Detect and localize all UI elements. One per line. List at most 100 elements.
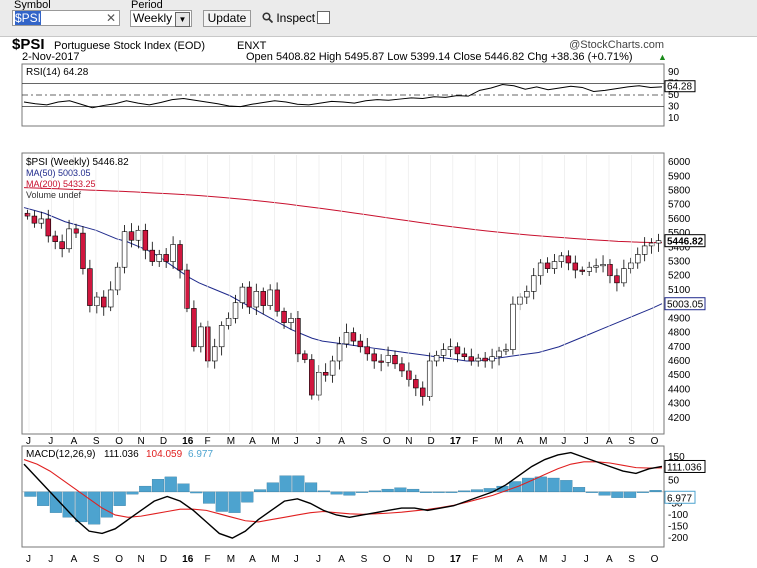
candle-body	[31, 215, 38, 224]
candle-body	[128, 231, 135, 241]
macd-histogram-bar	[356, 491, 369, 493]
ma200-legend: MA(200) 5433.25	[26, 179, 96, 189]
x-tick-label: A	[338, 554, 345, 565]
candle-body	[24, 212, 31, 217]
macd-histogram-bar	[624, 491, 637, 498]
candle-body	[94, 296, 100, 306]
candle-body	[329, 360, 336, 376]
macd-histogram-bar	[573, 487, 586, 493]
x-tick-label: J	[48, 436, 53, 447]
candle-body	[378, 360, 384, 363]
candle-body	[232, 302, 239, 319]
macd-histogram-bar	[547, 477, 560, 493]
rsi-panel	[21, 63, 665, 127]
macd-histogram-bar	[24, 491, 37, 497]
candle-body	[38, 218, 45, 224]
rsi-tick-label: 90	[668, 67, 680, 78]
candle-body	[191, 308, 197, 348]
candle-body	[357, 340, 364, 348]
candle-body	[59, 241, 65, 250]
candle-body	[267, 289, 273, 306]
price-tick-label: 5900	[668, 171, 691, 182]
price-tick-label: 4500	[668, 370, 691, 381]
macd-histogram-bar	[317, 490, 330, 493]
period-label: Period	[131, 0, 163, 11]
macd-histogram-bar	[611, 491, 624, 498]
candle-body	[447, 346, 454, 350]
inspect-checkbox[interactable]	[317, 11, 331, 24]
candle-body	[426, 360, 433, 397]
ma200-line	[23, 187, 663, 244]
price-tick-label: 6000	[668, 157, 691, 168]
update-button[interactable]: Update	[203, 10, 251, 27]
candle-body	[87, 268, 93, 306]
candle-body	[205, 326, 211, 362]
candle-body	[579, 269, 585, 272]
x-tick-label: S	[361, 554, 368, 565]
macd-value-badge	[664, 459, 706, 473]
x-tick-label: 17	[450, 554, 462, 565]
price-tick-label: 5800	[668, 186, 691, 197]
x-tick-label: O	[651, 436, 659, 447]
ma50-badge	[664, 297, 706, 311]
candle-body	[600, 264, 606, 267]
price-layer: 6000 5900 5800 5700 5600 5500 5400 5300 5200 5100…	[23, 157, 706, 424]
x-tick-label: J	[561, 436, 566, 447]
inspect-toggle[interactable]: Inspect	[262, 11, 331, 25]
candle-body	[260, 291, 266, 306]
rsi-tick-label: 10	[668, 113, 680, 124]
macd-badge-label: 111.036	[667, 462, 702, 473]
change-arrow: ▲	[658, 52, 667, 62]
period-select[interactable]: Weekly ▼	[130, 10, 192, 27]
x-tick-label: D	[160, 436, 167, 447]
x-tick-label: 17	[450, 436, 462, 447]
rsi-series-line	[23, 84, 663, 109]
price-tick-label: 5300	[668, 257, 691, 268]
candle-body	[489, 356, 495, 362]
candle-body	[170, 244, 176, 262]
x-tick-label: N	[405, 436, 412, 447]
candle-body	[586, 266, 592, 272]
chart-ohlc: Open 5408.82 High 5495.87 Low 5399.14 Cl…	[246, 51, 633, 63]
candle-body	[635, 254, 641, 264]
candle-body	[420, 387, 426, 397]
candle-body	[274, 289, 280, 312]
candle-body	[572, 262, 579, 271]
candle-body	[510, 303, 516, 350]
candle-body	[496, 350, 502, 358]
candle-body	[440, 349, 447, 356]
candle-body	[385, 354, 391, 363]
x-tick-label: A	[249, 436, 256, 447]
candle-body	[530, 275, 537, 292]
macd-histogram-bar	[279, 475, 292, 493]
macd-histogram-bar	[419, 491, 432, 493]
macd-histogram-bar	[292, 475, 305, 493]
candle-body	[343, 332, 350, 345]
x-tick-label: J	[316, 554, 321, 565]
clear-icon[interactable]: ✕	[106, 11, 117, 25]
x-tick-label: S	[361, 436, 368, 447]
candle-body	[558, 255, 565, 262]
macd-histogram-bar	[305, 482, 318, 493]
macd-histogram-bar	[177, 483, 190, 493]
candle-body	[156, 254, 162, 262]
symbol-input[interactable]: $PSI	[12, 10, 120, 26]
price-tick-label: 4800	[668, 328, 691, 339]
candle-body	[101, 296, 107, 308]
candle-body	[614, 275, 620, 284]
candle-body	[295, 318, 301, 355]
candle-body	[350, 332, 357, 342]
price-title: $PSI (Weekly) 5446.82	[26, 157, 129, 168]
macd-histogram-bar	[343, 491, 356, 496]
search-icon	[262, 12, 274, 24]
symbol-input-value: $PSI	[15, 11, 42, 25]
x-tick-label: D	[428, 436, 435, 447]
ma50-line	[23, 207, 663, 362]
macd-histogram-bar	[254, 489, 267, 493]
macd-histogram-bar	[126, 491, 139, 495]
macd-histogram-bar	[585, 491, 598, 493]
x-tick-label: O	[115, 436, 123, 447]
x-tick-label: A	[71, 554, 78, 565]
rsi-tick-label: 50	[668, 90, 680, 101]
